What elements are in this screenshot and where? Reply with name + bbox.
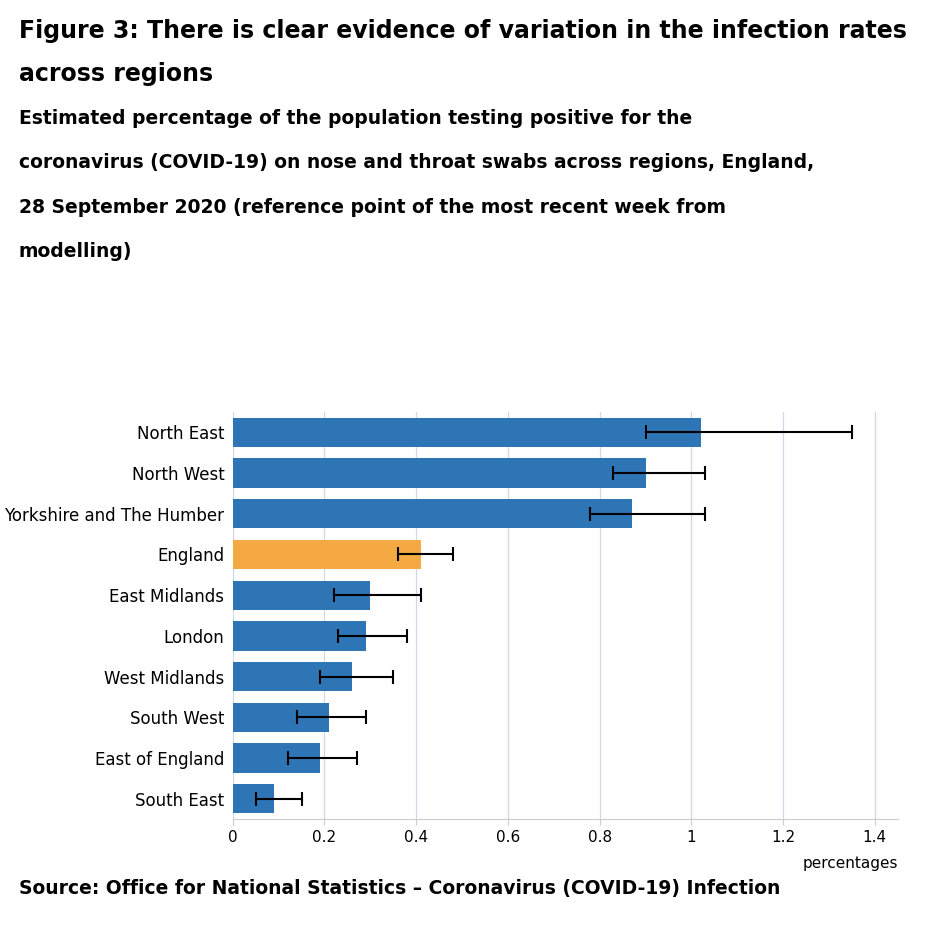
Text: 28 September 2020 (reference point of the most recent week from: 28 September 2020 (reference point of th… — [19, 198, 726, 217]
Text: Figure 3: There is clear evidence of variation in the infection rates: Figure 3: There is clear evidence of var… — [19, 19, 907, 43]
Bar — [233, 540, 421, 569]
X-axis label: percentages: percentages — [802, 856, 898, 870]
Text: modelling): modelling) — [19, 242, 132, 261]
Text: Source: Office for National Statistics – Coronavirus (COVID-19) Infection: Source: Office for National Statistics –… — [19, 879, 780, 898]
Bar — [233, 418, 700, 447]
Text: coronavirus (COVID-19) on nose and throat swabs across regions, England,: coronavirus (COVID-19) on nose and throa… — [19, 153, 814, 172]
Bar — [233, 458, 645, 488]
Bar — [233, 743, 320, 773]
Bar — [233, 703, 329, 732]
Bar — [233, 581, 370, 610]
Bar — [233, 784, 274, 813]
Bar — [233, 621, 366, 651]
Text: Estimated percentage of the population testing positive for the: Estimated percentage of the population t… — [19, 109, 693, 128]
Bar — [233, 499, 632, 528]
Bar — [233, 662, 352, 691]
Text: across regions: across regions — [19, 62, 213, 85]
